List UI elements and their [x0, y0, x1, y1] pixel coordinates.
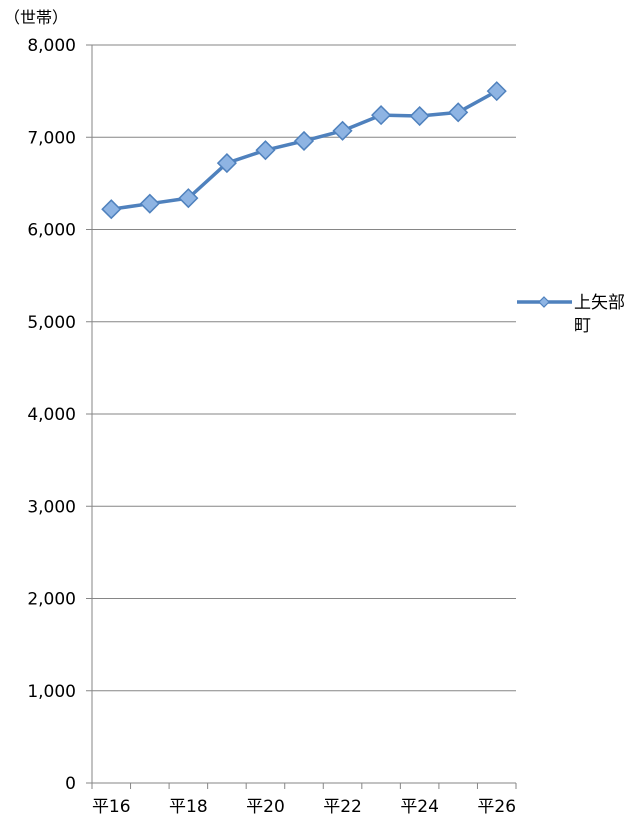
data-point-marker: [332, 120, 353, 141]
legend-label-line-2: 町: [574, 316, 591, 336]
y-axis-tick-labels: 0 1,000 2,000 3,000 4,000 5,000 6,000 7,000 8,00…: [27, 36, 76, 794]
x-axis-tick-labels: 平16 平18 平20 平22 平24 平26: [92, 797, 516, 817]
x-tick-label: 平26: [477, 797, 516, 817]
data-point-marker: [371, 105, 392, 126]
axes: [91, 45, 517, 789]
data-point-marker: [448, 102, 469, 123]
y-tick-label: 8,000: [27, 36, 76, 56]
y-tick-label: 0: [65, 774, 76, 794]
x-tick-label: 平16: [92, 797, 131, 817]
data-point-marker: [255, 140, 276, 161]
series-group: [101, 81, 507, 220]
data-point-marker: [178, 188, 199, 209]
gridlines: [86, 44, 516, 784]
y-tick-label: 6,000: [27, 221, 76, 241]
y-axis-unit-label: （世帯）: [4, 8, 68, 27]
legend: 上矢部 町: [517, 293, 625, 336]
data-point-marker: [216, 153, 237, 174]
x-tick-label: 平18: [169, 797, 208, 817]
legend-label-line-1: 上矢部: [574, 293, 625, 313]
y-tick-label: 1,000: [27, 682, 76, 702]
data-point-marker: [139, 193, 160, 214]
y-tick-label: 7,000: [27, 128, 76, 148]
x-tick-label: 平20: [246, 797, 285, 817]
x-tick-label: 平22: [323, 797, 362, 817]
y-tick-label: 3,000: [27, 497, 76, 517]
y-tick-label: 4,000: [27, 405, 76, 425]
y-tick-label: 5,000: [27, 313, 76, 333]
legend-marker-icon: [538, 296, 550, 308]
data-point-marker: [486, 81, 507, 102]
x-tick-label: 平24: [400, 797, 439, 817]
y-tick-label: 2,000: [27, 590, 76, 610]
data-point-marker: [101, 199, 122, 220]
data-point-marker: [293, 130, 315, 152]
data-point-marker: [409, 105, 430, 127]
